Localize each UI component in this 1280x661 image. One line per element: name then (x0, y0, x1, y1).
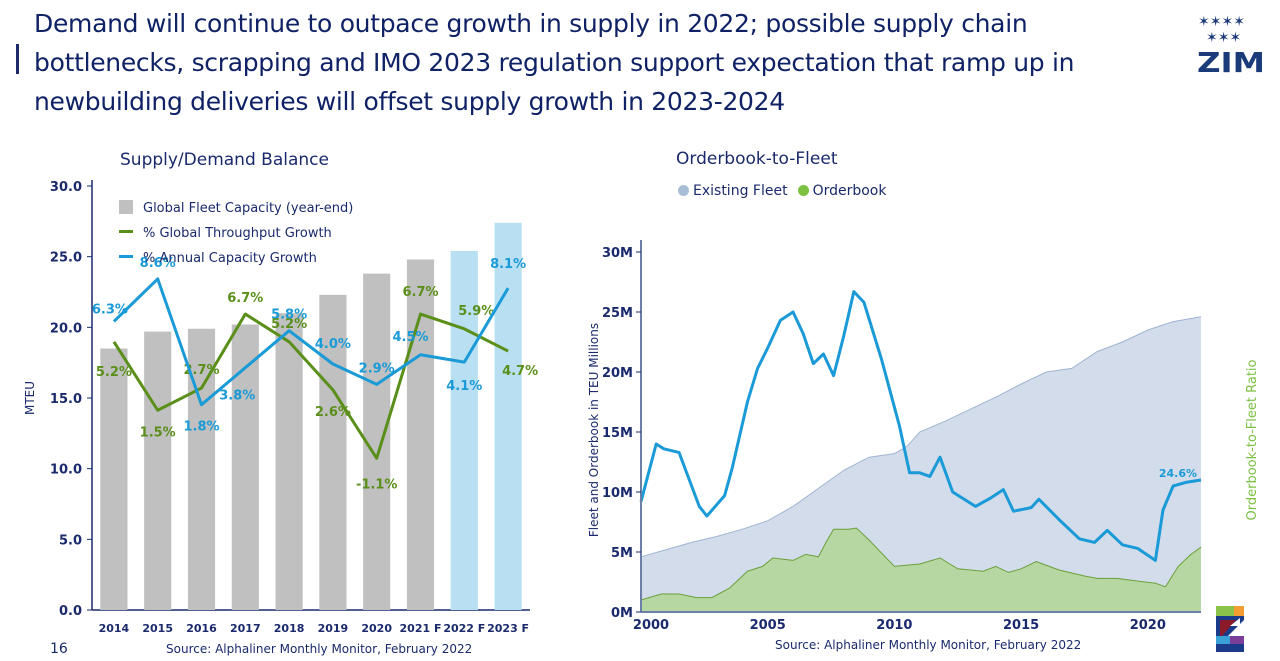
fleet-dot-icon (678, 185, 689, 196)
y-tick-label: 10M (602, 486, 633, 501)
svg-text:✶✶✶: ✶✶✶ (1206, 30, 1241, 46)
capacity-data-label: 4.1% (446, 379, 482, 394)
x-tick-label: 2020 (1130, 618, 1166, 633)
orderbook-title: Orderbook-to-Fleet (676, 149, 838, 169)
supply-demand-title: Supply/Demand Balance (120, 150, 329, 170)
capacity-data-label: 3.8% (219, 389, 255, 404)
zim-logo: ✶✶✶✶ ✶✶✶ ZIM (1197, 14, 1265, 76)
x-tick-label: 2016 (186, 622, 217, 635)
y-tick-label: 5.0 (59, 533, 82, 548)
zim-logo-text: ZIM (1197, 46, 1265, 76)
y-tick-label: 30M (602, 246, 633, 261)
y-tick-label: 0.0 (59, 604, 82, 619)
capacity-data-label: 4.0% (315, 337, 351, 352)
x-tick-label: 2018 (274, 622, 305, 635)
throughput-data-label: 5.2% (271, 317, 307, 332)
slide-title: Demand will continue to outpace growth i… (34, 9, 1075, 116)
source-right: Source: Alphaliner Monthly Monitor, Febr… (775, 638, 1082, 652)
svg-text:✶✶✶✶: ✶✶✶✶ (1198, 14, 1245, 30)
title-accent-bar (16, 44, 19, 74)
y-tick-label: 20M (602, 366, 633, 381)
capacity-data-label: 6.3% (92, 302, 128, 317)
throughput-data-label: 5.2% (96, 365, 132, 380)
bar-2017 (231, 324, 259, 610)
bar-2014 (100, 348, 128, 610)
y2-axis-label: Orderbook-to-Fleet Ratio (1245, 359, 1260, 520)
legend-throughput-swatch (119, 230, 133, 233)
bar-2018 (275, 313, 303, 610)
x-tick-label: 2019 (318, 622, 349, 635)
bar-2015 (144, 331, 172, 610)
capacity-data-label: 2.9% (359, 361, 395, 376)
throughput-data-label: 6.7% (402, 285, 438, 300)
legend-orderbook-label: Orderbook (812, 183, 887, 199)
x-tick-label: 2021 F (400, 622, 442, 635)
legend-capacity-label: % Annual Capacity Growth (143, 251, 317, 266)
y-tick-label: 15.0 (50, 392, 82, 407)
x-tick-label: 2023 F (487, 622, 529, 635)
y-tick-label: 20.0 (50, 321, 82, 336)
y-tick-label: 30.0 (50, 180, 82, 195)
throughput-data-label: -1.1% (356, 477, 397, 492)
zim-z-emblem-icon (1216, 606, 1244, 652)
y-axis-label: MTEU (23, 381, 37, 415)
throughput-data-label: 1.5% (140, 425, 176, 440)
legend-throughput-label: % Global Throughput Growth (143, 226, 332, 241)
orderbook-legend: Existing Fleet Orderbook (678, 183, 886, 199)
y-tick-label: 0M (611, 606, 633, 621)
orderbook-dot-icon (797, 185, 809, 196)
orderbook-edge (640, 527, 1202, 601)
legend-fleet-swatch (119, 200, 133, 214)
y-axis-label: Fleet and Orderbook in TEU Millions (587, 323, 601, 537)
x-tick-label: 2005 (750, 618, 786, 633)
x-tick-label: 2017 (230, 622, 261, 635)
legend-existing-fleet-label: Existing Fleet (693, 183, 788, 199)
y-tick-label: 10.0 (50, 463, 82, 478)
source-left: Source: Alphaliner Monthly Monitor, Febr… (166, 642, 473, 656)
x-tick-label: 2022 F (443, 622, 485, 635)
x-tick-label: 2020 (361, 622, 392, 635)
x-tick-label: 2000 (633, 618, 669, 633)
legend-fleet-label: Global Fleet Capacity (year-end) (143, 201, 353, 216)
throughput-data-label: 2.6% (315, 405, 351, 420)
supply-demand-legend: Global Fleet Capacity (year-end) % Global… (119, 200, 353, 266)
throughput-data-label: 4.7% (502, 364, 538, 379)
legend-orderbook: Orderbook (797, 183, 887, 199)
y-tick-label: 25.0 (50, 251, 82, 266)
legend-existing-fleet: Existing Fleet (678, 183, 788, 199)
throughput-line (112, 312, 509, 460)
bar-2019 (319, 294, 347, 610)
capacity-data-label: 8.1% (490, 257, 526, 272)
y-tick-label: 5M (611, 546, 633, 561)
x-tick-label: 2010 (876, 618, 912, 633)
capacity-data-label: 5.8% (271, 308, 307, 323)
capacity-data-label: 1.8% (183, 420, 219, 435)
x-tick-label: 2014 (99, 622, 130, 635)
throughput-data-label: 6.7% (227, 291, 263, 306)
x-tick-label: 2015 (142, 622, 173, 635)
page-number: 16 (50, 641, 68, 657)
y-tick-label: 15M (602, 426, 633, 441)
orderbook-area (641, 528, 1201, 612)
capacity-line (112, 277, 510, 407)
legend-capacity-swatch (119, 255, 133, 258)
bar-2023F (494, 222, 522, 610)
star-icons: ✶✶✶✶ ✶✶✶ (1198, 14, 1245, 46)
capacity-data-label: 8.6% (140, 256, 176, 271)
ratio-annotation: 24.6% (1159, 467, 1197, 480)
y-tick-label: 25M (602, 306, 633, 321)
existing-fleet-area (641, 316, 1201, 612)
x-tick-label: 2015 (1003, 618, 1039, 633)
throughput-data-label: 5.9% (458, 304, 494, 319)
capacity-data-label: 4.5% (392, 330, 428, 345)
orderbook-to-fleet-ratio-line (639, 290, 1202, 562)
existing-fleet-edge (640, 316, 1202, 558)
supply-demand-chart: 0.0 5.0 10.0 15.0 20.0 25.0 30.0 MTEU 2014 2015 20… (23, 180, 538, 635)
bar-2022F (450, 251, 478, 610)
bar-2021F (406, 259, 435, 610)
